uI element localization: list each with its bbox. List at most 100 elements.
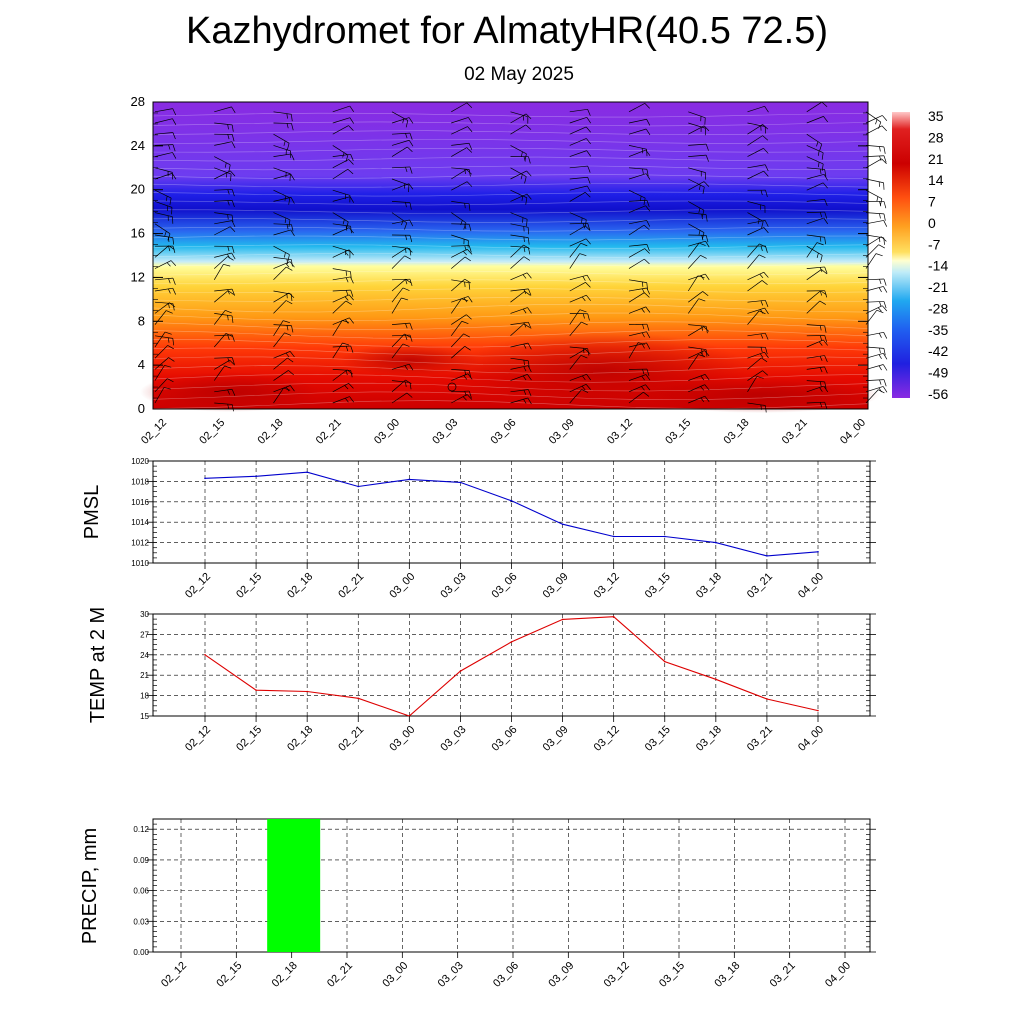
wind-barb-feather <box>468 203 471 211</box>
wind-barb <box>806 133 822 145</box>
wind-barb <box>214 334 233 337</box>
wind-barb-feather <box>345 155 349 162</box>
wind-barb <box>628 258 645 269</box>
wind-barb <box>628 279 647 283</box>
wind-barb <box>332 289 351 292</box>
pmsl-panel: 1010 1012 1014 1016 1018 1020 02_12 02_15 02_18 0… <box>81 457 876 601</box>
temp-point <box>612 615 615 618</box>
isotherm-contour <box>152 312 869 322</box>
colorbar-label: 14 <box>928 172 944 188</box>
wind-barb-feather <box>286 325 289 331</box>
wind-barb-feather <box>464 256 471 262</box>
wind-barb <box>391 201 410 203</box>
wind-barb <box>154 189 172 199</box>
wind-barb-feather <box>819 300 826 305</box>
wind-barb-feather <box>464 281 466 287</box>
precip-y-tick-label: 0.06 <box>133 887 149 896</box>
wind-barb-feather <box>646 200 650 207</box>
wind-barb <box>391 166 410 169</box>
wind-barb-feather <box>761 280 768 286</box>
wind-barb-feather <box>705 235 709 243</box>
wind-barb <box>391 247 408 258</box>
temp-x-tick-label: 03_09 <box>541 724 571 754</box>
pmsl-y-tick-label: 1010 <box>131 559 149 568</box>
wind-barb-feather <box>822 182 828 189</box>
wind-barb-feather <box>761 221 764 229</box>
wind-barb <box>688 384 705 393</box>
wind-barb-feather <box>290 385 295 392</box>
wind-barb-feather <box>883 332 888 339</box>
wind-barb-feather <box>467 373 473 380</box>
wind-barb-feather <box>227 357 230 363</box>
wind-barb <box>806 324 825 327</box>
wind-barb-feather <box>405 133 408 139</box>
wind-barb-feather <box>528 156 531 164</box>
wind-barb-feather <box>700 254 707 259</box>
wind-barb-feather <box>641 308 645 313</box>
wind-barb-feather <box>643 197 646 206</box>
heatmap-x-tick-label: 04_00 <box>838 417 868 447</box>
temp-point <box>306 690 308 693</box>
wind-barb <box>865 278 884 281</box>
wind-barb <box>747 227 765 236</box>
wind-barb-feather <box>164 331 172 335</box>
temp-x-tick-label: 03_15 <box>643 724 673 754</box>
wind-barb-feather <box>877 307 882 312</box>
wind-barb-feather <box>527 307 532 314</box>
wind-barb-feather <box>407 146 413 152</box>
wind-barb-feather <box>227 253 231 259</box>
wind-barb-feather <box>286 224 289 230</box>
temp-point <box>715 678 717 681</box>
wind-barb <box>214 252 232 258</box>
pmsl-x-tick-label: 03_00 <box>387 571 417 601</box>
wind-barb-feather <box>224 162 227 168</box>
wind-barb-feather <box>763 271 769 278</box>
wind-barb-feather <box>523 366 527 372</box>
wind-barb-feather <box>879 379 882 385</box>
wind-barb <box>450 333 464 348</box>
wind-barb <box>865 158 882 169</box>
wind-barb <box>806 366 825 370</box>
wind-barb <box>273 229 291 236</box>
precip-panel: 0.00 0.03 0.06 0.09 0.12 02_12 02_15 02_18 02_21… <box>79 818 876 990</box>
wind-barb-feather <box>881 158 887 164</box>
wind-barb <box>273 332 285 348</box>
wind-barb <box>273 292 290 303</box>
wind-barb <box>510 365 529 370</box>
wind-barb <box>214 141 232 146</box>
temp-x-tick-label: 03_12 <box>592 724 622 754</box>
wind-barb <box>332 369 351 371</box>
wind-barb-feather <box>172 132 176 140</box>
isotherm-contour <box>152 218 869 223</box>
heatmap-y-tick-label: 24 <box>131 138 145 153</box>
wind-barb-feather <box>345 346 349 352</box>
wind-barb <box>154 277 173 281</box>
wind-barb-feather <box>823 174 828 181</box>
wind-barb <box>865 352 884 359</box>
wind-barb <box>569 355 582 370</box>
isotherm-contour <box>152 391 869 401</box>
wind-barb-feather <box>286 123 289 129</box>
wind-barb <box>747 402 766 406</box>
wind-barb-feather <box>581 321 588 326</box>
wind-barb <box>688 122 706 129</box>
wind-barb <box>688 181 705 191</box>
precip-bar <box>267 819 321 952</box>
wind-barb <box>806 156 824 165</box>
wind-barb <box>154 365 165 381</box>
wind-barb-feather <box>819 169 822 175</box>
wind-barb <box>214 122 233 126</box>
precip-x-tick-label: 02_18 <box>270 960 300 990</box>
wind-barb-feather <box>703 125 710 132</box>
calm-wind-marker <box>447 382 457 392</box>
wind-barb-feather <box>878 287 882 293</box>
wind-barb-feather <box>342 320 350 323</box>
wind-barb <box>154 152 173 157</box>
wind-barb <box>569 321 582 337</box>
wind-barb-feather <box>819 402 823 408</box>
wind-barb-feather <box>231 220 236 228</box>
wind-barb <box>687 354 699 370</box>
wind-barb <box>747 280 763 292</box>
wind-barb-feather <box>821 101 828 108</box>
wind-barb <box>273 357 288 370</box>
